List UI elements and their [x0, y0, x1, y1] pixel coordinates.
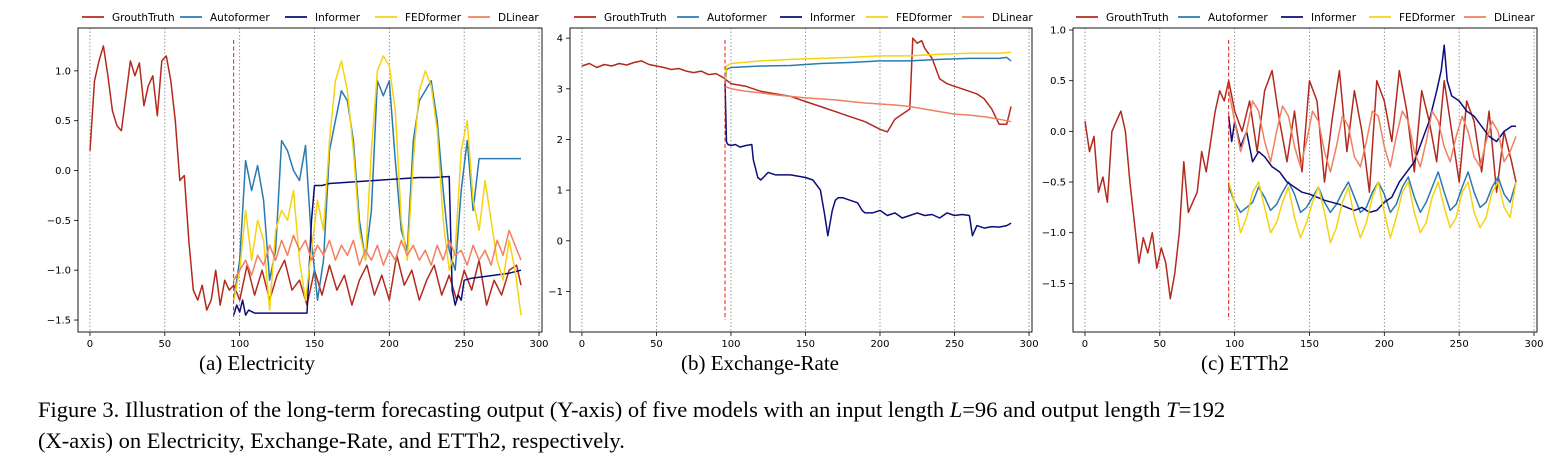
series-line-autoformer — [1228, 171, 1517, 214]
y-tick-label: −0.5 — [1042, 178, 1066, 189]
x-tick-label: 0 — [579, 339, 585, 350]
legend-label: DLinear — [992, 12, 1033, 24]
x-tick-label: 100 — [721, 339, 740, 350]
legend-label: GrouthTruth — [1106, 12, 1169, 24]
axes-frame — [1072, 27, 1538, 333]
chart-panel-3: 0 50 100 150 200 250 300 −1.5 −1.0 −0.5 0.0 0.5 1.0 G… — [1042, 12, 1544, 375]
y-tick-label: 2 — [557, 135, 563, 146]
series-line-fedformer — [724, 51, 1012, 84]
y-tick-label: 3 — [557, 84, 563, 95]
axes-frame — [77, 27, 543, 333]
caption-T-symbol: T — [1166, 397, 1179, 422]
y-tick-label: 1.0 — [1050, 26, 1066, 37]
x-tick-label: 100 — [230, 339, 249, 350]
y-tick-label: 0 — [557, 236, 563, 247]
x-tick-label: 300 — [529, 339, 548, 350]
chart-panel-2: 0 50 100 150 200 250 300 −1 0 1 2 3 4 GrouthTruth Auto… — [548, 12, 1038, 375]
y-tick-label: 0.5 — [55, 116, 71, 127]
legend-label: Informer — [810, 12, 856, 24]
y-tick-label: 0.0 — [1050, 127, 1066, 138]
legend-label: DLinear — [1494, 12, 1535, 24]
legend-label: FEDformer — [1399, 12, 1456, 24]
series-line-grouthtruth — [1084, 69, 1517, 300]
x-tick-label: 0 — [1082, 339, 1088, 350]
y-tick-label: 1.0 — [55, 66, 71, 77]
legend-label: GrouthTruth — [112, 12, 175, 24]
y-tick-label: 4 — [557, 34, 563, 45]
x-tick-label: 50 — [1153, 339, 1166, 350]
x-tick-label: 300 — [1019, 339, 1038, 350]
series-line-informer — [724, 83, 1012, 237]
legend-label: Informer — [315, 12, 361, 24]
caption-L-symbol: L — [949, 397, 963, 422]
x-tick-label: 50 — [158, 339, 171, 350]
chart-panel-1: 0 50 100 150 200 250 300 −1.5 −1.0 −0.5 0.0 0.5 1.0 G… — [47, 12, 549, 375]
series-line-fedformer — [232, 55, 522, 316]
y-tick-label: −1.5 — [47, 316, 71, 327]
legend-label: Informer — [1311, 12, 1357, 24]
y-tick-label: 0.0 — [55, 166, 71, 177]
caption-figure-label: Figure 3. — [38, 397, 120, 422]
series-line-dlinear — [1227, 90, 1517, 173]
legend-label: Autoformer — [707, 12, 767, 24]
series-line-dlinear — [724, 85, 1012, 123]
series-line-autoformer — [724, 56, 1012, 87]
x-tick-label: 300 — [1524, 339, 1543, 350]
legend-label: Autoformer — [210, 12, 270, 24]
subplot-label: (a) Electricity — [199, 351, 316, 375]
legend-label: Autoformer — [1208, 12, 1268, 24]
figure-panels: 0 50 100 150 200 250 300−1.5−1.0−0.50.00.51.0G… — [47, 12, 1544, 375]
caption-T-value: =192 — [1178, 397, 1226, 422]
series-line-grouthtruth — [89, 45, 522, 311]
caption-text-end: (X-axis) on Electricity, Exchange-Rate, … — [38, 428, 625, 453]
y-tick-label: −1 — [548, 287, 563, 298]
y-tick-label: 0.5 — [1050, 76, 1066, 87]
x-tick-label: 150 — [305, 339, 324, 350]
series-line-dlinear — [233, 229, 522, 281]
x-tick-label: 200 — [380, 339, 399, 350]
x-tick-label: 150 — [796, 339, 815, 350]
x-tick-label: 250 — [1450, 339, 1469, 350]
subplot-label: (c) ETTh2 — [1201, 351, 1289, 375]
x-tick-label: 200 — [1375, 339, 1394, 350]
series-line-grouthtruth — [581, 37, 1012, 133]
legend-label: GrouthTruth — [604, 12, 667, 24]
series-line-fedformer — [1227, 181, 1517, 244]
y-tick-label: −1.5 — [1042, 279, 1066, 290]
x-tick-label: 50 — [650, 339, 663, 350]
x-tick-label: 150 — [1300, 339, 1319, 350]
x-tick-label: 250 — [945, 339, 964, 350]
x-tick-label: 200 — [870, 339, 889, 350]
x-tick-label: 0 — [87, 339, 93, 350]
legend-label: FEDformer — [896, 12, 953, 24]
y-tick-label: −1.0 — [47, 266, 71, 277]
series-line-informer — [1227, 44, 1516, 214]
figure-caption: Figure 3. Illustration of the long-term … — [38, 394, 1528, 456]
caption-text-start: Illustration of the long-term forecastin… — [124, 397, 950, 422]
subplot-label: (b) Exchange-Rate — [681, 351, 839, 375]
legend-label: DLinear — [498, 12, 539, 24]
legend-label: FEDformer — [405, 12, 462, 24]
x-tick-label: 250 — [455, 339, 474, 350]
y-tick-label: 1 — [557, 186, 563, 197]
y-tick-label: −1.0 — [1042, 228, 1066, 239]
axes-frame — [569, 27, 1033, 333]
y-tick-label: −0.5 — [47, 216, 71, 227]
caption-L-value: =96 and output length — [962, 397, 1167, 422]
series-line-informer — [232, 175, 522, 316]
x-tick-label: 100 — [1225, 339, 1244, 350]
